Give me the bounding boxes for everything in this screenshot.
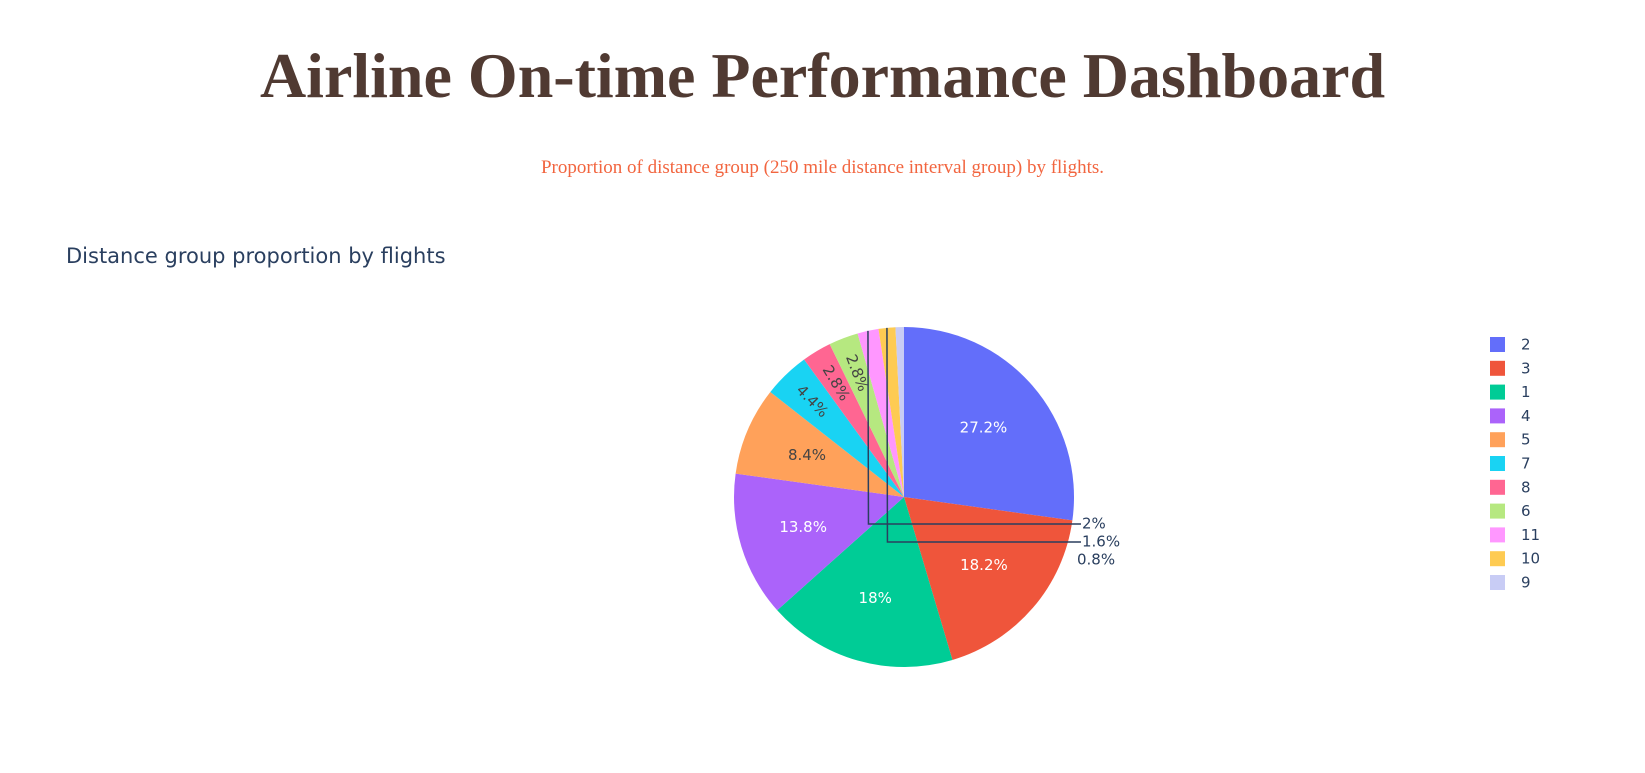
pie-label-5: 8.4% xyxy=(788,446,826,464)
legend-label-10[interactable]: 10 xyxy=(1521,550,1540,568)
legend: 2 3 1 4 5 7 8 6 11 10 9 xyxy=(1490,336,1540,592)
pie-labels: 27.2%18.2%18%13.8%8.4%4.4%2.8%2.8%0.8%1.… xyxy=(779,327,1120,607)
legend-label-1[interactable]: 1 xyxy=(1521,383,1531,401)
legend-swatch-10[interactable] xyxy=(1490,551,1505,567)
legend-swatch-8[interactable] xyxy=(1490,479,1505,495)
pie-slice-10[interactable] xyxy=(878,327,904,497)
pie-label-2: 27.2% xyxy=(960,418,1008,436)
legend-swatch-3[interactable] xyxy=(1490,360,1505,376)
pie-slices xyxy=(734,327,1074,668)
legend-label-9[interactable]: 9 xyxy=(1521,574,1531,592)
pie-slice-11[interactable] xyxy=(857,328,904,497)
pie-label-9: 0.8% xyxy=(1077,551,1115,569)
legend-swatch-7[interactable] xyxy=(1490,456,1505,471)
pie-label-11: 2% xyxy=(1082,515,1106,533)
pie-slice-9[interactable] xyxy=(895,327,904,497)
pie-slice-3[interactable] xyxy=(904,497,1073,660)
legend-label-11[interactable]: 11 xyxy=(1521,526,1540,544)
pie-slice-2[interactable] xyxy=(904,327,1074,521)
pie-leader-11 xyxy=(867,330,1081,525)
legend-label-5[interactable]: 5 xyxy=(1521,431,1531,449)
pie-slice-6[interactable] xyxy=(829,333,904,497)
legend-swatch-1[interactable] xyxy=(1490,384,1505,400)
legend-label-7[interactable]: 7 xyxy=(1521,455,1531,473)
pie-leader-10 xyxy=(886,327,1081,543)
pie-slice-7[interactable] xyxy=(770,359,904,497)
legend-label-6[interactable]: 6 xyxy=(1521,502,1531,520)
chart-title: Distance group proportion by flights xyxy=(66,244,446,268)
pie-slice-1[interactable] xyxy=(777,497,953,668)
pie-slice-5[interactable] xyxy=(735,391,904,497)
dashboard-title: Airline On-time Performance Dashboard xyxy=(259,40,1386,111)
legend-label-4[interactable]: 4 xyxy=(1521,407,1531,425)
legend-label-3[interactable]: 3 xyxy=(1521,359,1531,377)
pie-label-1: 18% xyxy=(859,589,892,607)
pie-label-10: 1.6% xyxy=(1082,533,1120,551)
pie-label-3: 18.2% xyxy=(960,556,1008,574)
legend-label-2[interactable]: 2 xyxy=(1521,336,1531,354)
legend-swatch-5[interactable] xyxy=(1490,432,1505,448)
legend-label-8[interactable]: 8 xyxy=(1521,478,1531,496)
pie-label-4: 13.8% xyxy=(779,518,827,536)
legend-swatch-11[interactable] xyxy=(1490,527,1505,543)
pie-slice-8[interactable] xyxy=(804,344,904,497)
legend-swatch-2[interactable] xyxy=(1490,337,1505,352)
dashboard-subtitle: Proportion of distance group (250 mile d… xyxy=(540,157,1105,178)
legend-swatch-9[interactable] xyxy=(1490,575,1505,590)
legend-swatch-6[interactable] xyxy=(1490,503,1505,519)
pie-slice-4[interactable] xyxy=(734,473,904,611)
legend-swatch-4[interactable] xyxy=(1490,408,1505,424)
